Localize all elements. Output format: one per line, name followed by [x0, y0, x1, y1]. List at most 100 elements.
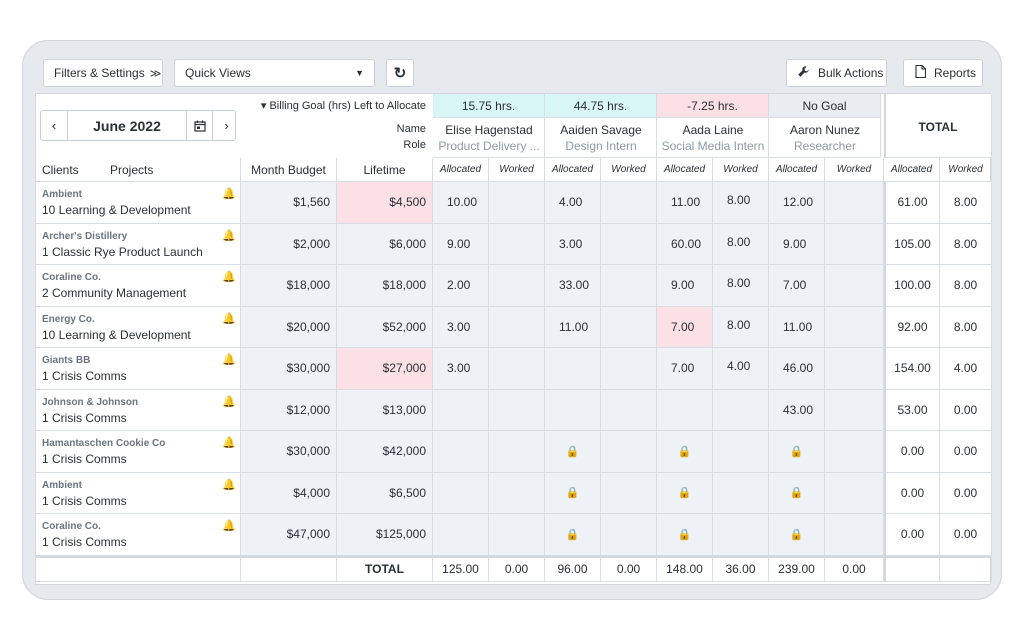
allocated-cell[interactable]: 🔒 [545, 431, 601, 473]
table-row[interactable] [36, 306, 241, 348]
clients-header[interactable]: Clients [42, 163, 79, 177]
table-row[interactable] [36, 265, 241, 307]
allocated-cell[interactable]: 12.00 [769, 182, 825, 224]
allocated-cell[interactable]: 11.00 [769, 306, 825, 348]
table-row[interactable] [36, 514, 241, 556]
allocated-cell[interactable]: 🔒 [545, 472, 601, 514]
allocated-cell[interactable] [545, 348, 601, 390]
allocated-cell[interactable]: 9.00 [657, 265, 713, 307]
worked-cell[interactable] [489, 223, 545, 265]
table-row[interactable] [36, 389, 241, 431]
person-name[interactable]: Elise Hagenstad [445, 123, 533, 137]
worked-cell[interactable] [601, 182, 657, 224]
project-name[interactable]: 10 Learning & Development [42, 203, 191, 217]
allocated-cell[interactable]: 🔒 [657, 431, 713, 473]
allocated-cell[interactable]: 60.00 [657, 223, 713, 265]
project-name[interactable]: 10 Learning & Development [42, 327, 191, 342]
worked-cell[interactable] [825, 514, 884, 556]
worked-cell[interactable] [825, 265, 884, 307]
allocated-cell[interactable]: 2.00 [433, 265, 489, 307]
allocated-header[interactable]: Allocated [545, 158, 601, 182]
worked-cell[interactable] [825, 182, 884, 224]
allocated-header[interactable]: Allocated [433, 158, 489, 182]
allocated-header[interactable]: Allocated [884, 158, 940, 182]
worked-cell[interactable]: 8.00 [713, 182, 769, 224]
allocated-cell[interactable]: 11.00 [545, 306, 601, 348]
allocated-cell[interactable]: 7.00 [657, 306, 713, 348]
bell-icon[interactable]: 🔔 [222, 354, 236, 366]
worked-cell[interactable] [601, 431, 657, 473]
reports-button[interactable]: Reports [903, 59, 983, 87]
worked-cell[interactable]: 4.00 [713, 348, 769, 390]
allocated-cell[interactable] [433, 389, 489, 431]
project-name[interactable]: 1 Crisis Comms [42, 535, 127, 549]
table-row[interactable] [36, 223, 241, 265]
quick-views-select[interactable]: Quick Views ▼ [174, 59, 375, 87]
worked-header[interactable]: Worked [489, 158, 545, 182]
worked-cell[interactable] [489, 389, 545, 431]
allocated-cell[interactable]: 3.00 [433, 306, 489, 348]
project-name[interactable]: 1 Crisis Comms [42, 410, 127, 425]
bell-icon[interactable]: 🔔 [222, 271, 236, 283]
worked-cell[interactable] [601, 306, 657, 348]
worked-cell[interactable] [489, 514, 545, 556]
worked-cell[interactable] [713, 389, 769, 431]
worked-cell[interactable] [489, 182, 545, 224]
month-budget-header[interactable]: Month Budget [241, 158, 337, 182]
allocated-cell[interactable]: 🔒 [769, 514, 825, 556]
allocated-cell[interactable]: 4.00 [545, 182, 601, 224]
worked-cell[interactable] [825, 348, 884, 390]
person-name[interactable]: Aaron Nunez [789, 123, 861, 137]
project-name[interactable]: 2 Community Management [42, 286, 187, 300]
allocated-cell[interactable]: 7.00 [769, 265, 825, 307]
worked-cell[interactable] [825, 431, 884, 473]
allocated-cell[interactable]: 7.00 [657, 348, 713, 390]
worked-cell[interactable] [713, 431, 769, 473]
allocated-cell[interactable]: 🔒 [769, 431, 825, 473]
table-row[interactable] [36, 431, 241, 473]
worked-cell[interactable] [489, 472, 545, 514]
allocated-cell[interactable]: 11.00 [657, 182, 713, 224]
worked-cell[interactable] [825, 223, 884, 265]
worked-cell[interactable] [825, 306, 884, 348]
allocated-cell[interactable] [545, 389, 601, 431]
worked-cell[interactable] [713, 514, 769, 556]
allocated-cell[interactable]: 33.00 [545, 265, 601, 307]
worked-cell[interactable]: 8.00 [713, 223, 769, 265]
allocated-cell[interactable] [433, 514, 489, 556]
worked-cell[interactable] [601, 389, 657, 431]
worked-header[interactable]: Worked [825, 158, 884, 182]
allocated-header[interactable]: Allocated [769, 158, 825, 182]
refresh-button[interactable]: ↻ [386, 59, 414, 87]
filters-settings-button[interactable]: Filters & Settings ≫ [43, 59, 163, 87]
worked-cell[interactable] [825, 472, 884, 514]
allocated-cell[interactable]: 3.00 [433, 348, 489, 390]
worked-cell[interactable] [489, 431, 545, 473]
project-name[interactable]: 1 Crisis Comms [42, 369, 127, 383]
project-name[interactable]: 1 Crisis Comms [42, 452, 127, 466]
allocated-cell[interactable] [657, 389, 713, 431]
bell-icon[interactable]: 🔔 [222, 312, 236, 325]
worked-cell[interactable] [825, 389, 884, 431]
bell-icon[interactable]: 🔔 [222, 520, 236, 532]
allocated-cell[interactable]: 10.00 [433, 182, 489, 224]
billing-goal-label[interactable]: ▾ Billing Goal (hrs) Left to Allocate [260, 100, 426, 112]
worked-cell[interactable] [601, 514, 657, 556]
bell-icon[interactable]: 🔔 [222, 229, 236, 242]
table-row[interactable] [36, 182, 241, 224]
worked-header[interactable]: Worked [940, 158, 992, 182]
bell-icon[interactable]: 🔔 [222, 395, 236, 408]
bell-icon[interactable]: 🔔 [222, 437, 236, 449]
allocated-cell[interactable]: 🔒 [769, 472, 825, 514]
allocated-cell[interactable]: 🔒 [545, 514, 601, 556]
worked-cell[interactable] [489, 265, 545, 307]
allocated-cell[interactable]: 9.00 [433, 223, 489, 265]
chevron-left-icon[interactable]: ‹ [41, 111, 68, 140]
allocated-cell[interactable]: 9.00 [769, 223, 825, 265]
worked-header[interactable]: Worked [713, 158, 769, 182]
table-row[interactable] [36, 472, 241, 514]
person-name[interactable]: Aaiden Savage [560, 123, 642, 137]
worked-cell[interactable] [489, 348, 545, 390]
project-name[interactable]: 1 Classic Rye Product Launch [42, 244, 203, 259]
person-name[interactable]: Aada Laine [682, 123, 744, 137]
